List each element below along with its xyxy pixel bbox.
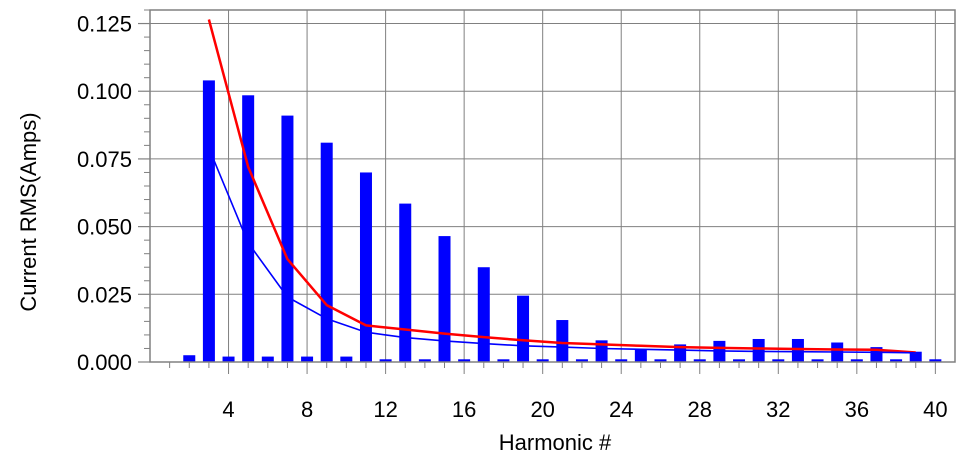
- y-tick-label: 0.075: [77, 147, 132, 172]
- harmonic-bar: [850, 359, 863, 362]
- x-tick-label: 40: [923, 397, 947, 422]
- harmonic-bar: [811, 359, 824, 362]
- harmonic-bar: [477, 267, 490, 362]
- x-tick-label: 12: [373, 397, 397, 422]
- harmonic-bar: [418, 359, 431, 362]
- harmonic-bar: [438, 236, 451, 362]
- harmonic-bar: [281, 115, 294, 362]
- harmonic-bar: [674, 344, 687, 362]
- harmonic-bar: [654, 359, 667, 362]
- x-axis-label: Harmonic #: [499, 430, 612, 455]
- y-tick-label: 0.000: [77, 350, 132, 375]
- harmonic-bar: [497, 359, 510, 362]
- harmonic-bar: [556, 320, 569, 362]
- harmonic-bar: [340, 356, 353, 362]
- x-tick-label: 28: [688, 397, 712, 422]
- harmonic-bar: [222, 356, 235, 362]
- harmonic-bar: [929, 359, 942, 362]
- harmonic-bar: [202, 80, 215, 363]
- x-tick-label: 32: [766, 397, 790, 422]
- x-axis: 4 8 12 16 20 24 28 32 36 40: [169, 362, 948, 422]
- harmonic-bar: [261, 356, 274, 362]
- y-tick-label: 0.100: [77, 79, 132, 104]
- y-axis-label: Current RMS(Amps): [16, 112, 41, 311]
- x-tick-label: 36: [845, 397, 869, 422]
- series-line-blue: [208, 147, 916, 354]
- harmonic-bar: [693, 359, 706, 362]
- x-tick-label: 16: [452, 397, 476, 422]
- harmonic-bar: [909, 351, 922, 362]
- harmonic-bar: [458, 359, 471, 362]
- harmonic-bar: [772, 359, 785, 362]
- y-tick-label: 0.025: [77, 282, 132, 307]
- harmonic-bar: [634, 349, 647, 362]
- harmonic-bar: [301, 356, 314, 362]
- series-lines: [207, 19, 916, 354]
- harmonic-bar: [379, 359, 392, 362]
- harmonic-bar: [359, 172, 372, 362]
- harmonic-bar: [791, 338, 804, 362]
- harmonic-bar: [242, 95, 255, 363]
- y-tick-label: 0.050: [77, 215, 132, 240]
- x-tick-label: 20: [530, 397, 554, 422]
- y-axis: 0.000 0.025 0.050 0.075 0.100 0.125: [77, 9, 150, 375]
- harmonic-bar: [536, 359, 549, 362]
- harmonic-bar: [399, 203, 412, 362]
- bars: [183, 80, 942, 363]
- harmonic-bar: [890, 359, 903, 362]
- harmonic-bar: [320, 142, 333, 362]
- harmonic-bar: [183, 355, 196, 362]
- x-tick-label: 4: [222, 397, 234, 422]
- harmonic-bar: [517, 295, 530, 362]
- x-tick-label: 8: [301, 397, 313, 422]
- x-tick-label: 24: [609, 397, 633, 422]
- harmonic-bar: [575, 359, 588, 362]
- harmonic-bar: [752, 338, 765, 362]
- series-line-red: [207, 19, 916, 354]
- y-tick-label: 0.125: [77, 12, 132, 37]
- harmonic-bar: [733, 359, 746, 362]
- harmonic-bar: [615, 359, 628, 362]
